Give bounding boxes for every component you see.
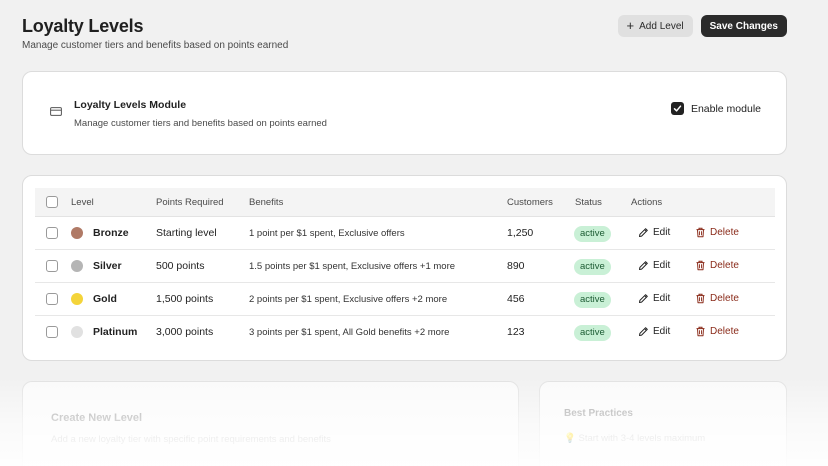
level-name: Gold	[93, 293, 117, 305]
edit-label: Edit	[653, 293, 671, 304]
page-header: Loyalty Levels Manage customer tiers and…	[22, 14, 787, 54]
level-name: Platinum	[93, 326, 138, 338]
row-checkbox[interactable]	[46, 293, 58, 305]
pencil-icon	[639, 261, 648, 270]
status-badge: active	[574, 259, 611, 275]
page-subtitle: Manage customer tiers and benefits based…	[22, 40, 289, 51]
add-level-button[interactable]: + Add Level	[617, 15, 693, 37]
edit-label: Edit	[653, 260, 671, 271]
add-level-label: Add Level	[639, 20, 684, 32]
enable-module-label: Enable module	[690, 102, 761, 115]
customer-count: 123	[507, 326, 525, 338]
points-required: Starting level	[156, 227, 217, 239]
plus-icon: +	[626, 18, 635, 33]
module-card: Loyalty Levels Module Manage customer ti…	[22, 71, 787, 155]
customer-count: 456	[507, 293, 525, 305]
trash-icon	[696, 293, 705, 304]
level-benefits: 3 points per $1 spent, All Gold benefits…	[249, 327, 450, 338]
delete-button[interactable]: Delete	[695, 293, 739, 304]
points-required: 3,000 points	[156, 326, 214, 338]
delete-label: Delete	[710, 260, 739, 271]
credit-card-icon	[50, 107, 62, 116]
delete-button[interactable]: Delete	[695, 260, 739, 271]
edit-button[interactable]: Edit	[638, 326, 670, 337]
column-header-level[interactable]: Level	[71, 197, 94, 208]
page-title: Loyalty Levels	[22, 16, 144, 36]
levels-table-card: Level Points Required Benefits Customers…	[22, 175, 787, 361]
delete-button[interactable]: Delete	[695, 326, 739, 337]
row-checkbox[interactable]	[46, 260, 58, 272]
trash-icon	[696, 227, 705, 238]
column-header-points[interactable]: Points Required	[156, 197, 224, 208]
save-changes-button[interactable]: Save Changes	[700, 15, 787, 37]
create-level-description: Add a new loyalty tier with specific poi…	[51, 434, 331, 445]
level-color-dot	[71, 260, 83, 272]
level-benefits: 1 point per $1 spent, Exclusive offers	[249, 228, 405, 239]
column-header-status[interactable]: Status	[575, 197, 602, 208]
pencil-icon	[639, 327, 648, 336]
row-checkbox[interactable]	[46, 326, 58, 338]
trash-icon	[696, 260, 705, 271]
create-level-card: Create New Level Add a new loyalty tier …	[22, 381, 519, 466]
points-required: 1,500 points	[156, 293, 214, 305]
pencil-icon	[639, 294, 648, 303]
best-practices-title: Best Practices	[564, 408, 633, 419]
table-row[interactable]: Platinum 3,000 points 3 points per $1 sp…	[35, 316, 775, 349]
best-practices-card: Best Practices 💡 Start with 3-4 levels m…	[539, 381, 787, 466]
status-badge: active	[574, 325, 611, 341]
enable-module-checkbox[interactable]	[670, 102, 684, 115]
header-actions: + Add Level Save Changes	[617, 15, 787, 37]
level-benefits: 2 points per $1 spent, Exclusive offers …	[249, 294, 448, 305]
level-color-dot	[71, 293, 83, 305]
checkmark-icon	[673, 105, 682, 112]
delete-label: Delete	[710, 326, 739, 337]
row-checkbox[interactable]	[46, 227, 58, 239]
best-practices-tip-text: Start with 3-4 levels maximum	[578, 433, 706, 444]
points-required: 500 points	[156, 260, 205, 272]
edit-label: Edit	[653, 227, 671, 238]
edit-label: Edit	[653, 326, 671, 337]
column-header-benefits[interactable]: Benefits	[249, 197, 284, 208]
delete-button[interactable]: Delete	[695, 227, 739, 238]
select-all-checkbox[interactable]	[46, 196, 58, 208]
module-title: Loyalty Levels Module	[74, 99, 187, 111]
enable-module-toggle[interactable]: Enable module	[670, 102, 761, 115]
best-practices-tip: 💡 Start with 3-4 levels maximum	[564, 433, 705, 444]
module-description: Manage customer tiers and benefits based…	[74, 118, 327, 129]
column-header-customers[interactable]: Customers	[507, 197, 553, 208]
delete-label: Delete	[710, 293, 739, 304]
level-name: Silver	[93, 260, 122, 272]
save-changes-label: Save Changes	[709, 20, 778, 32]
customer-count: 890	[507, 260, 525, 272]
customer-count: 1,250	[507, 227, 534, 239]
table-header: Level Points Required Benefits Customers…	[35, 188, 775, 217]
create-level-title: Create New Level	[51, 412, 143, 424]
pencil-icon	[639, 228, 648, 237]
level-benefits: 1.5 points per $1 spent, Exclusive offer…	[249, 261, 456, 272]
edit-button[interactable]: Edit	[638, 260, 670, 271]
status-badge: active	[574, 292, 611, 308]
level-color-dot	[71, 227, 83, 239]
level-name: Bronze	[93, 227, 129, 239]
lightbulb-icon: 💡	[564, 433, 576, 444]
edit-button[interactable]: Edit	[638, 293, 670, 304]
column-header-actions: Actions	[631, 197, 663, 208]
table-row[interactable]: Bronze Starting level 1 point per $1 spe…	[35, 217, 775, 250]
edit-button[interactable]: Edit	[638, 227, 670, 238]
status-badge: active	[574, 226, 611, 242]
trash-icon	[696, 326, 705, 337]
delete-label: Delete	[710, 227, 739, 238]
table-row[interactable]: Silver 500 points 1.5 points per $1 spen…	[35, 250, 775, 283]
level-color-dot	[71, 326, 83, 338]
table-row[interactable]: Gold 1,500 points 2 points per $1 spent,…	[35, 283, 775, 316]
